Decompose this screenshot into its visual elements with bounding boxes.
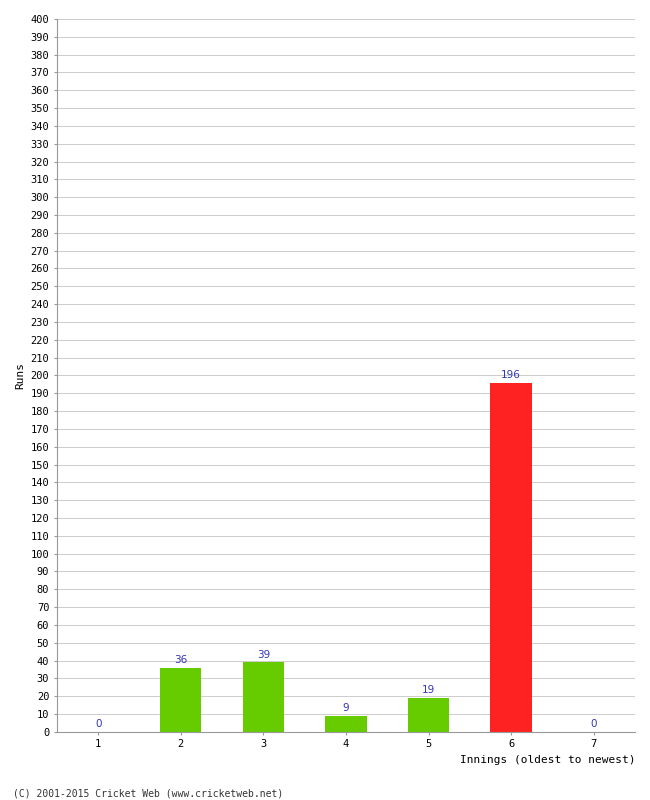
Bar — [242, 662, 284, 732]
Text: 19: 19 — [422, 686, 436, 695]
X-axis label: Innings (oldest to newest): Innings (oldest to newest) — [460, 755, 635, 765]
Text: (C) 2001-2015 Cricket Web (www.cricketweb.net): (C) 2001-2015 Cricket Web (www.cricketwe… — [13, 788, 283, 798]
Text: 9: 9 — [343, 703, 349, 713]
Text: 39: 39 — [257, 650, 270, 660]
Text: 196: 196 — [501, 370, 521, 380]
Bar — [326, 716, 367, 732]
Text: 0: 0 — [95, 719, 101, 729]
Text: 0: 0 — [590, 719, 597, 729]
Y-axis label: Runs: Runs — [15, 362, 25, 389]
Bar — [408, 698, 449, 732]
Text: 36: 36 — [174, 655, 187, 665]
Bar — [160, 668, 202, 732]
Bar — [491, 382, 532, 732]
